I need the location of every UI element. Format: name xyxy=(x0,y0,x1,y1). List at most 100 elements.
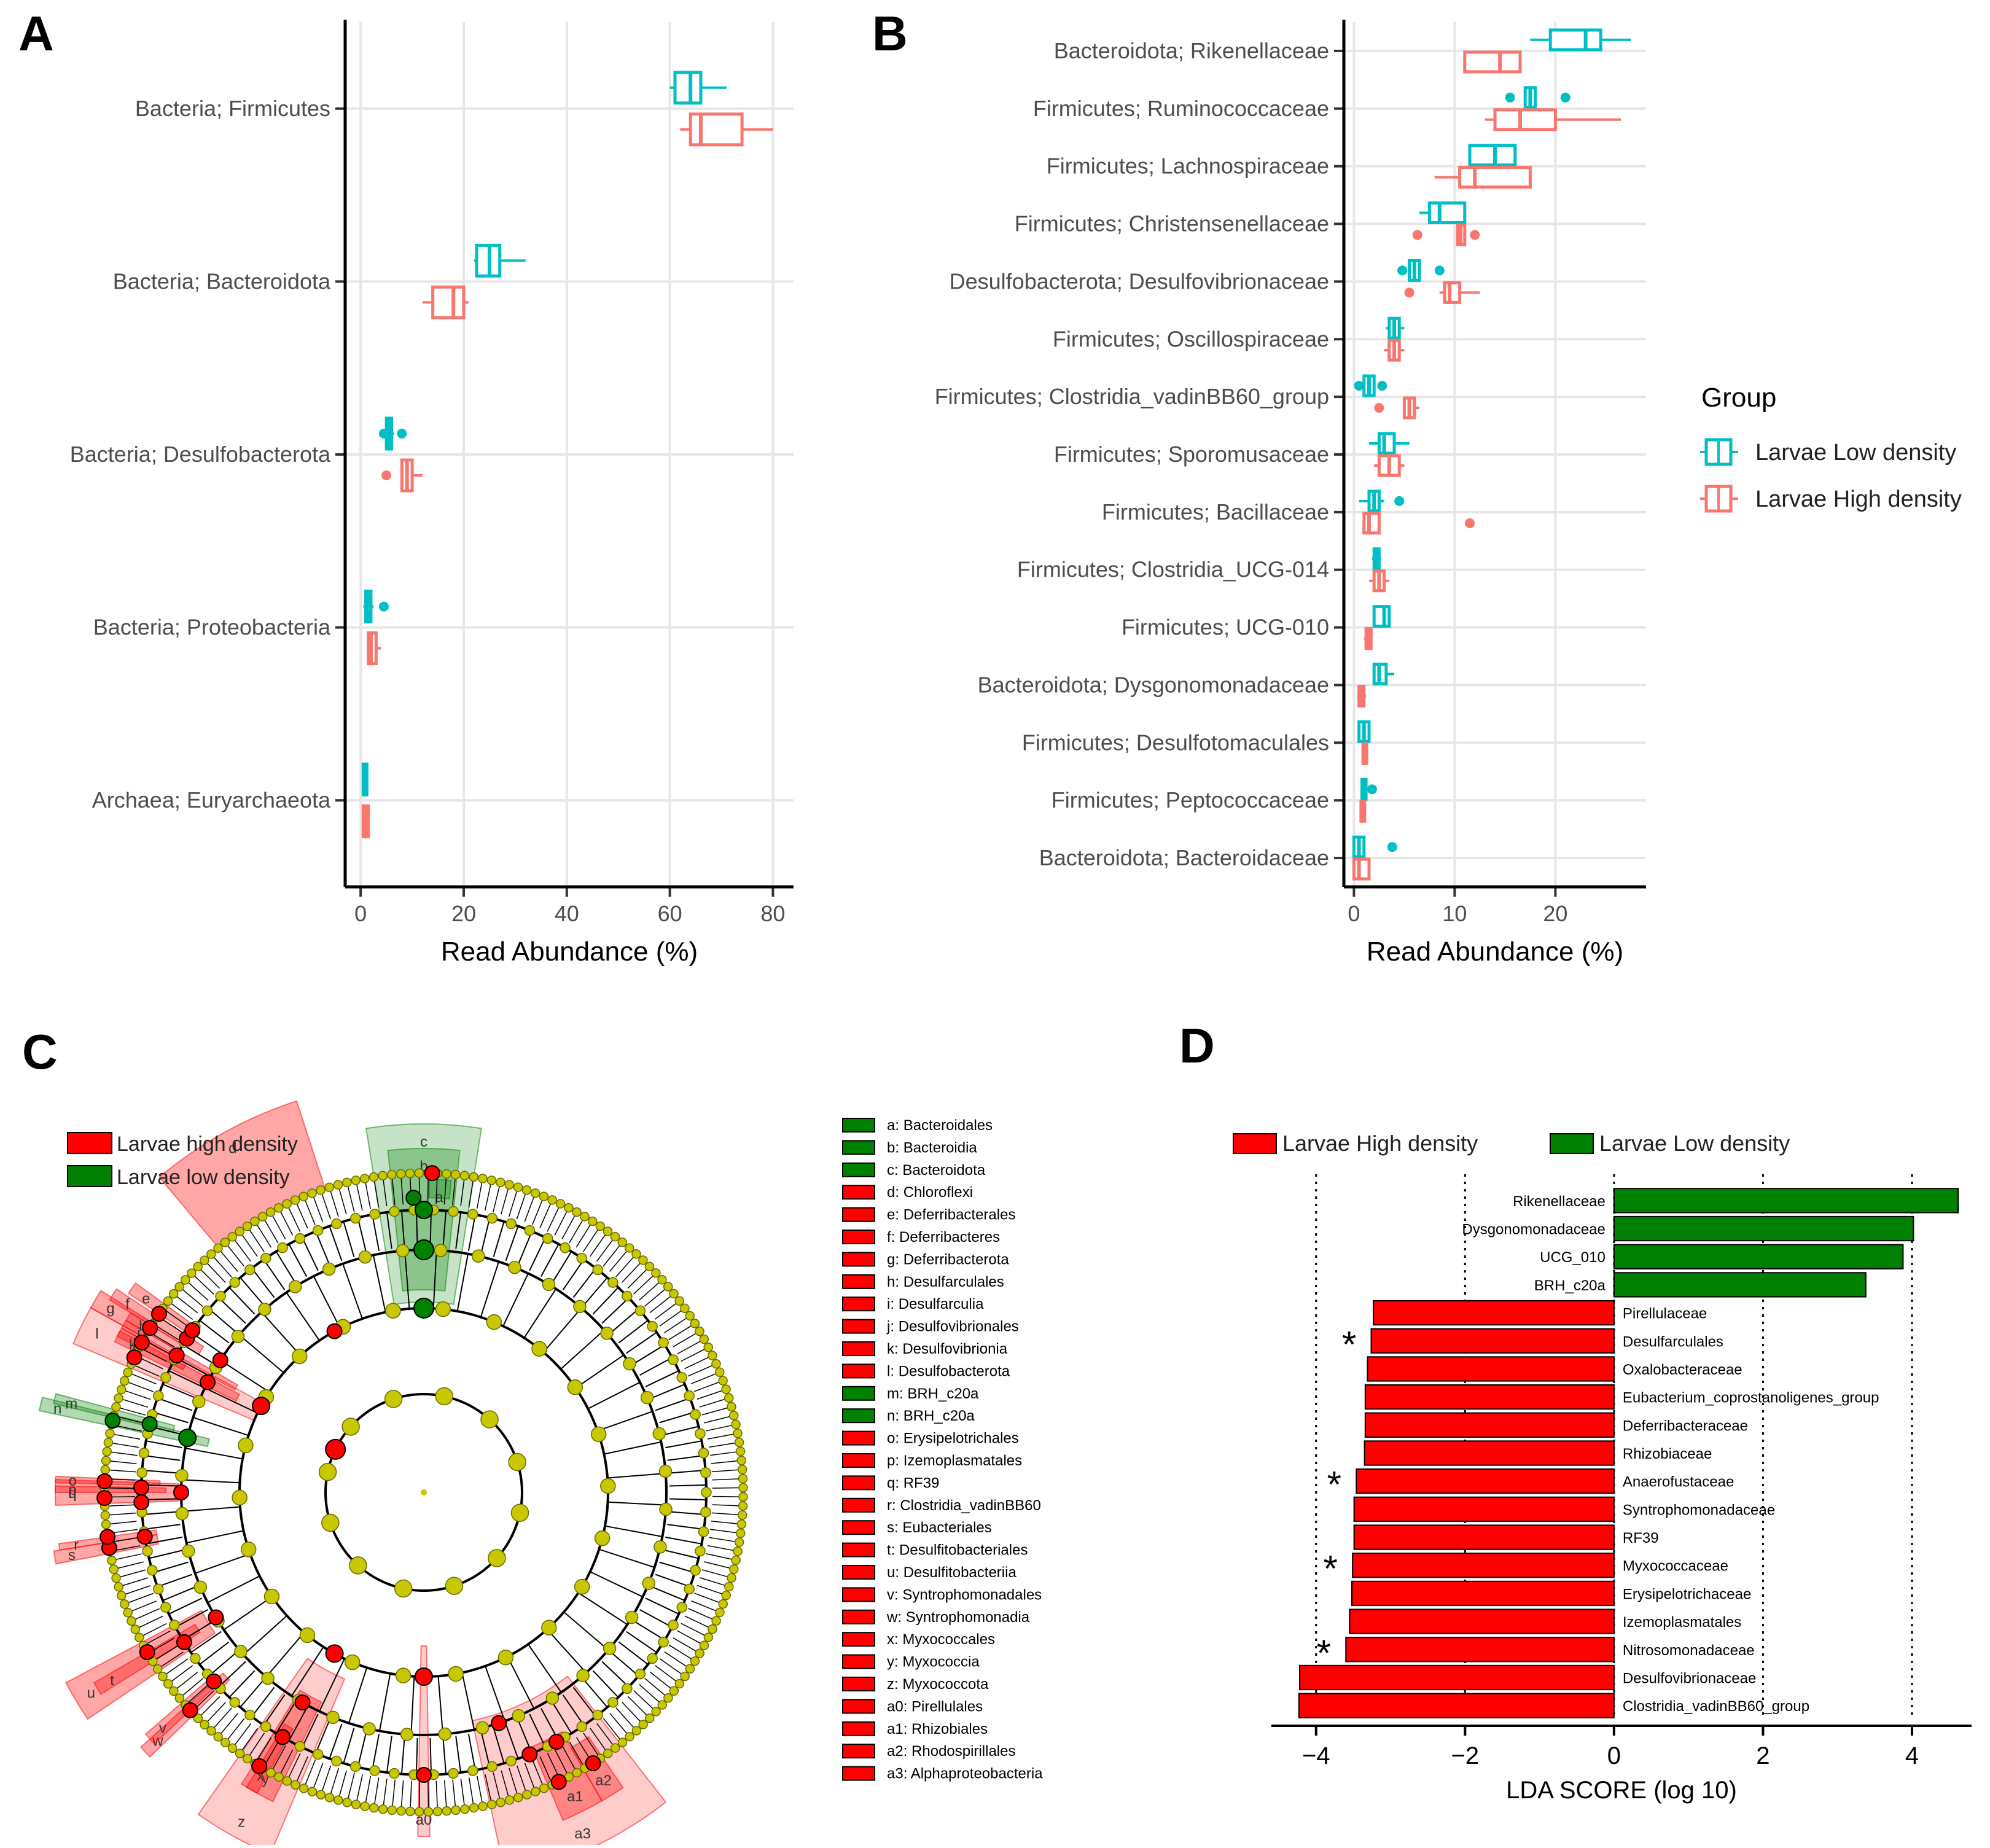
taxon-key-letter: b xyxy=(887,1139,895,1156)
branch-leaf xyxy=(468,1177,474,1207)
node-genus xyxy=(127,1616,136,1626)
node-genus xyxy=(738,1501,748,1511)
node-genus xyxy=(731,1419,741,1430)
lda-bar-label: Clostridia_vadinBB60_group xyxy=(1623,1698,1809,1715)
node-genus xyxy=(555,1199,566,1209)
node-class xyxy=(238,1437,254,1454)
node-genus xyxy=(163,1296,173,1306)
lda-bar-label: Deferribacteraceae xyxy=(1623,1417,1748,1434)
node-class xyxy=(600,1478,616,1494)
branch-mid xyxy=(313,1276,341,1329)
box-outlier xyxy=(1505,92,1515,103)
node-order xyxy=(654,1540,667,1554)
node-genus xyxy=(114,1582,124,1592)
node-family xyxy=(658,1637,669,1648)
taxon-key-separator: : xyxy=(903,1743,911,1760)
branch-inner xyxy=(302,1237,319,1271)
node-class xyxy=(385,1303,401,1319)
taxon-key-separator: : xyxy=(894,1586,902,1603)
branch-leaf xyxy=(121,1585,151,1596)
x-axis-title: LDA SCORE (log 10) xyxy=(1506,1777,1737,1804)
node-family xyxy=(369,1765,380,1776)
taxon-key-name: Desulfovibrionales xyxy=(899,1319,1019,1335)
branch-leaf xyxy=(131,1608,160,1622)
branch-leaf xyxy=(590,1728,609,1754)
branch-inner xyxy=(665,1536,702,1545)
taxon-key-separator: : xyxy=(890,1296,898,1312)
clade-label-d: d xyxy=(228,1140,236,1156)
branch-leaf xyxy=(435,1780,439,1812)
node-family xyxy=(467,1209,478,1220)
node-genus xyxy=(459,1171,470,1181)
box-outlier xyxy=(378,429,389,439)
taxon-key-label: i: Desulfarculia xyxy=(887,1296,984,1312)
node-genus xyxy=(360,1174,370,1183)
taxon-key-swatch xyxy=(842,1632,875,1647)
taxon-key-letter: u xyxy=(887,1564,895,1581)
node-genus xyxy=(625,1731,634,1742)
branch-leaf xyxy=(681,1347,709,1362)
node-class xyxy=(435,1301,451,1317)
y-tick-label: Firmicutes; Oscillospiraceae xyxy=(1053,326,1329,351)
node-significant-high xyxy=(200,1374,216,1390)
taxon-key-swatch xyxy=(842,1475,875,1491)
node-family xyxy=(676,1602,687,1613)
branch-leaf xyxy=(627,1696,650,1719)
node-family xyxy=(700,1507,711,1518)
taxon-key-name: Rhodospirillales xyxy=(911,1743,1015,1760)
y-tick-label: Firmicutes; Lachnospiraceae xyxy=(1047,154,1329,179)
node-genus xyxy=(158,1671,168,1682)
taxon-key-swatch xyxy=(842,1207,875,1222)
branch-leaf xyxy=(162,1308,189,1327)
node-family xyxy=(448,1768,459,1779)
taxon-key-name: Desulfarculia xyxy=(899,1296,984,1312)
branch-inner xyxy=(493,1221,505,1257)
lda-bar-label: Rhizobiaceae xyxy=(1623,1446,1712,1462)
node-genus xyxy=(102,1446,112,1457)
taxon-key-separator: : xyxy=(899,1386,907,1402)
node-genus xyxy=(669,1289,679,1299)
branch-leaf xyxy=(694,1380,724,1392)
branch-inner xyxy=(275,1701,296,1734)
node-genus xyxy=(695,1326,704,1336)
branch-inner xyxy=(601,1661,630,1688)
branch-leaf xyxy=(603,1242,623,1267)
branch-mid xyxy=(265,1632,305,1678)
taxon-key-label: a2: Rhodospirillales xyxy=(887,1743,1015,1760)
node-order xyxy=(234,1645,248,1658)
node-genus xyxy=(282,1199,292,1209)
branch-leaf xyxy=(649,1671,674,1691)
taxon-key-letter: a3 xyxy=(887,1766,903,1782)
taxon-key-label: k: Desulfovibrionia xyxy=(887,1341,1008,1357)
taxon-key-name: Rhizobiales xyxy=(911,1721,988,1737)
node-phylum xyxy=(321,1513,340,1532)
branch-leaf xyxy=(211,1253,232,1277)
branch-leaf xyxy=(168,1300,193,1320)
branch-inner xyxy=(626,1631,657,1653)
taxon-key-label: g: Deferribacterota xyxy=(887,1251,1009,1268)
node-order xyxy=(623,1357,636,1371)
node-genus xyxy=(669,1686,679,1696)
taxon-key-swatch xyxy=(842,1453,875,1468)
node-genus xyxy=(638,1255,648,1265)
branch-inner xyxy=(529,1237,546,1271)
branch-leaf xyxy=(711,1521,742,1525)
node-family xyxy=(142,1545,153,1557)
branch-inner xyxy=(146,1536,182,1545)
node-order xyxy=(600,1327,614,1340)
taxon-key-letter: a2 xyxy=(887,1743,903,1760)
lda-bar-label: Anaerofustaceae xyxy=(1623,1474,1734,1491)
node-family xyxy=(312,1225,324,1236)
x-tick-label: 20 xyxy=(1543,901,1567,926)
branch-inner xyxy=(357,1731,367,1768)
branch-mid xyxy=(372,1255,386,1312)
box-outlier xyxy=(381,470,392,480)
branch-inner xyxy=(667,1454,704,1461)
node-genus xyxy=(116,1384,127,1395)
node-genus xyxy=(539,1784,549,1793)
clade-label-p: p xyxy=(68,1482,76,1499)
taxon-key-name: Pirellulales xyxy=(911,1698,983,1715)
node-order xyxy=(322,1262,336,1276)
taxon-key-swatch xyxy=(842,1430,875,1446)
node-family xyxy=(260,1252,271,1264)
